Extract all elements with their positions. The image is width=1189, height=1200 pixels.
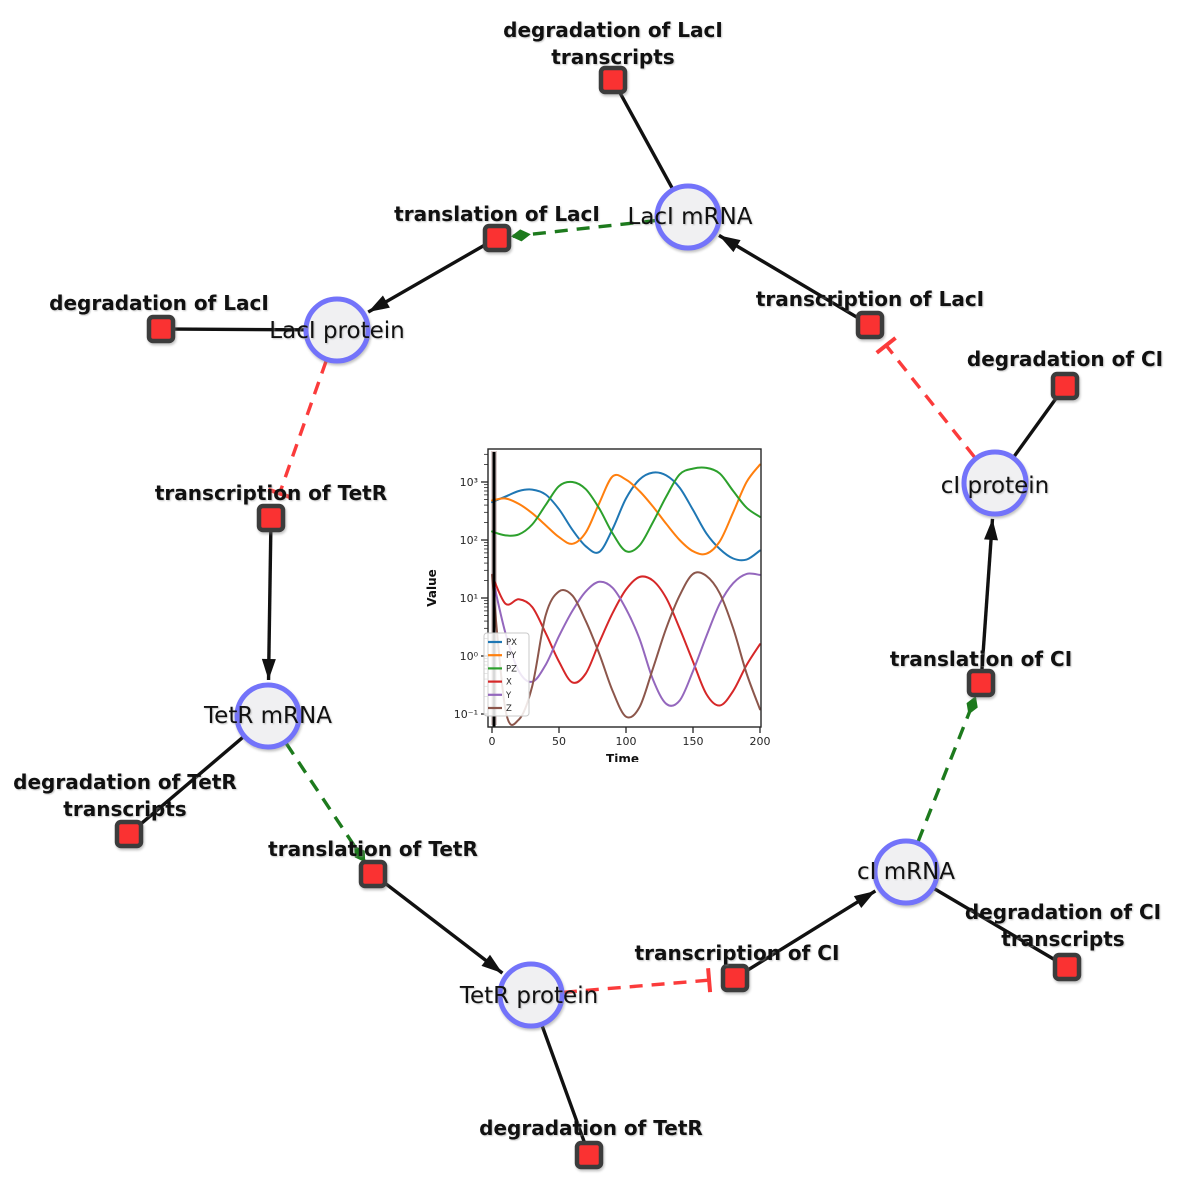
species-label-lacI_protein: LacI protein — [269, 318, 404, 344]
species-label-lacI_mRNA: LacI mRNA — [628, 204, 753, 230]
edge-inhibitor-tetR_protein-transcription_cI[interactable] — [563, 968, 713, 994]
legend-label-Y: Y — [505, 691, 512, 701]
reaction-label-deg_cI: degradation of CI — [967, 347, 1163, 371]
chart-axes-frame — [487, 448, 762, 728]
reaction-node-deg_cI[interactable] — [1050, 371, 1080, 401]
chart-xtick-150: 150 — [683, 735, 704, 748]
edge-link-tetR_protein-deg_tetR[interactable] — [540, 1025, 587, 1144]
reaction-node-translation_lacI[interactable] — [482, 223, 512, 253]
reaction-node-deg_cI_transcripts[interactable] — [1052, 952, 1082, 982]
chart-series-Y — [491, 572, 761, 707]
reaction-label-deg_tetR: degradation of TetR — [479, 1116, 703, 1140]
species-label-cI_protein: cI protein — [941, 473, 1050, 499]
reaction-label-translation_lacI: translation of LacI — [394, 202, 600, 226]
chart-ytick-3: 10³ — [460, 476, 478, 489]
chart-ytick-0: 10⁰ — [460, 650, 479, 663]
reaction-node-deg_tetR[interactable] — [574, 1140, 604, 1170]
species-node-lacI_protein[interactable] — [303, 296, 371, 364]
edges-layer — [137, 90, 1059, 1144]
reaction-nodes-layer — [114, 65, 1082, 1170]
chart-xlabel: Time — [606, 752, 639, 762]
legend-label-Z: Z — [506, 704, 512, 714]
reaction-node-transcription_lacI[interactable] — [855, 310, 885, 340]
chart-series-PX — [491, 471, 761, 562]
reaction-node-deg_tetR_transcripts[interactable] — [114, 819, 144, 849]
species-node-tetR_protein[interactable] — [497, 961, 565, 1029]
edge-link-cI_mRNA-deg_cI_transcripts[interactable] — [933, 887, 1057, 962]
edge-product-translation_cI-cI_protein[interactable] — [979, 518, 999, 678]
chart-ytick-2: 10² — [460, 534, 478, 547]
chart-xtick-100: 100 — [616, 735, 637, 748]
chart-ytick-1: 10¹ — [460, 592, 478, 605]
species-nodes-layer — [234, 183, 1029, 1029]
chart-series-layer — [491, 463, 761, 726]
chart-series-PY — [491, 463, 761, 556]
reaction-node-deg_lacI_transcripts[interactable] — [598, 65, 628, 95]
chart-series-PZ — [491, 466, 761, 553]
edge-product-transcription_cI-cI_mRNA[interactable] — [739, 889, 877, 977]
edge-link-lacI_mRNA-deg_lacI_transcripts[interactable] — [617, 90, 674, 189]
chart-ticks: 10⁻¹ 10⁰ 10¹ 10² 10³ 0 50 100 150 200 — [454, 453, 771, 748]
edge-product-transcription_lacI-lacI_mRNA[interactable] — [718, 233, 866, 324]
species-label-tetR_mRNA: TetR mRNA — [203, 703, 332, 729]
chart-ylabel: Value — [425, 569, 439, 607]
reaction-node-translation_cI[interactable] — [966, 668, 996, 698]
reaction-node-translation_tetR[interactable] — [358, 859, 388, 889]
legend-label-PY: PY — [506, 651, 517, 661]
legend-label-PZ: PZ — [506, 664, 517, 674]
species-node-cI_protein[interactable] — [961, 449, 1029, 517]
edge-modifier-lacI_mRNA-translation_lacI[interactable] — [510, 218, 656, 242]
reaction-label-transcription_cI: transcription of CI — [635, 941, 840, 965]
reaction-label-deg_cI_transcripts: degradation of CI transcripts — [965, 900, 1161, 951]
reaction-label-transcription_lacI: transcription of LacI — [756, 287, 984, 311]
species-node-cI_mRNA[interactable] — [872, 838, 940, 906]
reaction-label-translation_tetR: translation of TetR — [268, 837, 478, 861]
edge-link-cI_protein-deg_cI[interactable] — [1012, 395, 1059, 458]
reaction-label-deg_lacI: degradation of LacI — [49, 291, 269, 315]
reaction-node-transcription_cI[interactable] — [720, 963, 750, 993]
species-label-tetR_protein: TetR protein — [459, 983, 598, 1009]
edge-link-lacI_protein-deg_lacI[interactable] — [173, 327, 305, 332]
reaction-label-translation_cI: translation of CI — [890, 647, 1072, 671]
edge-modifier-cI_mRNA-translation_cI[interactable] — [916, 696, 978, 842]
chart-ytick--1: 10⁻¹ — [454, 708, 478, 721]
reaction-node-transcription_tetR[interactable] — [256, 503, 286, 533]
edge-product-translation_tetR-tetR_protein[interactable] — [376, 876, 504, 975]
reaction-label-deg_tetR_transcripts: degradation of TetR transcripts — [13, 770, 237, 821]
reaction-label-deg_lacI_transcripts: degradation of LacI transcripts — [503, 18, 723, 69]
chart-xtick-50: 50 — [552, 735, 566, 748]
chart-xtick-0: 0 — [489, 735, 496, 748]
edge-link-tetR_mRNA-deg_tetR_transcripts[interactable] — [137, 736, 244, 827]
reaction-node-deg_lacI[interactable] — [146, 314, 176, 344]
chart-series-Z — [491, 571, 761, 726]
reaction-label-transcription_tetR: transcription of TetR — [155, 481, 387, 505]
chart-xtick-200: 200 — [750, 735, 771, 748]
labels-layer: degradation of LacI transcripts translatio… — [13, 18, 1163, 1140]
species-node-tetR_mRNA[interactable] — [234, 682, 302, 750]
edge-product-transcription_tetR-tetR_mRNA[interactable] — [261, 523, 276, 681]
edge-modifier-tetR_mRNA-translation_tetR[interactable] — [284, 742, 366, 863]
legend-label-PX: PX — [506, 638, 517, 648]
species-label-cI_mRNA: cI mRNA — [857, 859, 955, 885]
edge-product-translation_lacI-lacI_protein[interactable] — [367, 239, 493, 314]
species-node-lacI_mRNA[interactable] — [654, 183, 722, 251]
chart-series-X — [491, 573, 761, 707]
legend-label-X: X — [506, 678, 512, 688]
edge-inhibitor-cI_protein-transcription_lacI[interactable] — [875, 336, 976, 459]
edge-inhibitor-lacI_protein-transcription_tetR[interactable] — [267, 360, 328, 500]
chart-legend: PX PY PZ XYZ — [483, 632, 530, 717]
